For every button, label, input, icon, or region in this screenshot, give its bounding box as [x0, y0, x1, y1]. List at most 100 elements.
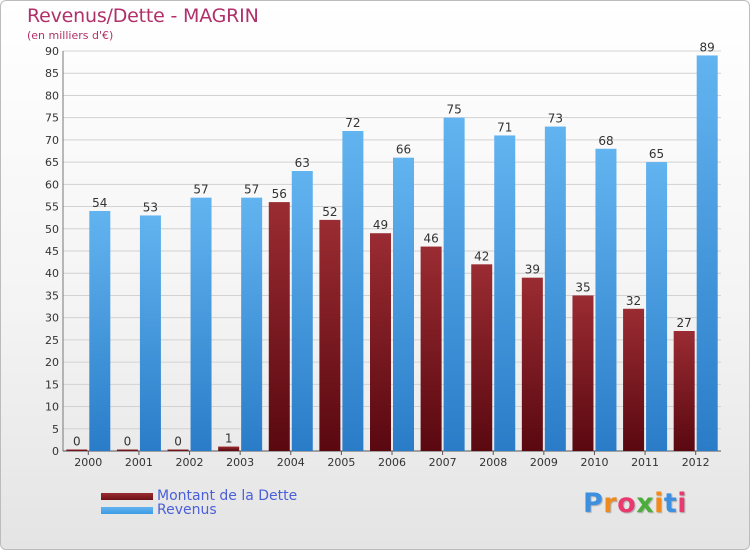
bar-revenus-2002	[190, 197, 212, 451]
bar-dette-2011	[623, 308, 645, 451]
data-label: 89	[700, 40, 715, 54]
logo-letter: i	[677, 488, 688, 519]
data-label: 73	[548, 112, 563, 126]
data-label: 0	[124, 435, 132, 449]
data-label: 0	[174, 435, 182, 449]
bar-revenus-2004	[291, 171, 313, 451]
bar-revenus-2008	[494, 135, 516, 451]
bar-dette-2008	[471, 264, 493, 451]
y-tick-label: 55	[45, 201, 59, 214]
x-tick-label: 2006	[378, 456, 406, 469]
data-label: 68	[598, 134, 613, 148]
data-label: 0	[73, 435, 81, 449]
bar-dette-2004	[268, 202, 290, 451]
y-tick-label: 90	[45, 45, 59, 58]
y-tick-label: 20	[45, 356, 59, 369]
bar-dette-2002	[167, 449, 189, 451]
x-tick-label: 2012	[682, 456, 710, 469]
y-tick-label: 15	[45, 378, 59, 391]
y-tick-label: 70	[45, 134, 59, 147]
data-label: 71	[497, 120, 512, 134]
data-label: 39	[525, 263, 540, 277]
bar-revenus-2006	[393, 157, 414, 451]
x-tick-label: 2007	[429, 456, 457, 469]
x-tick-label: 2001	[125, 456, 153, 469]
logo-letter: x	[636, 488, 655, 519]
data-label: 66	[396, 143, 411, 157]
y-tick-label: 50	[45, 223, 59, 236]
data-label: 57	[244, 183, 259, 197]
x-tick-label: 2004	[277, 456, 305, 469]
data-label: 57	[193, 183, 208, 197]
data-label: 63	[295, 156, 310, 170]
x-tick-label: 2002	[176, 456, 204, 469]
data-label: 1	[225, 432, 233, 446]
bar-revenus-2011	[646, 162, 668, 451]
x-tick-label: 2008	[479, 456, 507, 469]
y-tick-label: 35	[45, 289, 59, 302]
bar-dette-2006	[370, 233, 391, 451]
y-tick-label: 65	[45, 156, 59, 169]
bar-dette-2001	[116, 449, 138, 451]
y-tick-label: 80	[45, 89, 59, 102]
y-tick-label: 25	[45, 334, 59, 347]
data-label: 75	[446, 103, 461, 117]
proxiti-logo: Proxiti	[583, 488, 687, 519]
data-label: 53	[143, 200, 158, 214]
y-tick-label: 10	[45, 401, 59, 414]
bar-dette-2000	[66, 449, 88, 451]
x-tick-label: 2003	[226, 456, 254, 469]
bar-dette-2007	[420, 246, 442, 451]
y-tick-label: 85	[45, 67, 59, 80]
data-label: 65	[649, 147, 664, 161]
x-tick-label: 2010	[580, 456, 608, 469]
y-tick-label: 45	[45, 245, 59, 258]
y-tick-label: 0	[52, 445, 59, 458]
legend-swatch-revenus	[101, 506, 153, 514]
bar-dette-2003	[218, 446, 240, 451]
logo-letter: t	[663, 488, 678, 519]
x-tick-label: 2009	[530, 456, 558, 469]
data-label: 32	[626, 294, 641, 308]
chart-subtitle: (en milliers d'€)	[27, 29, 114, 42]
data-label: 56	[272, 187, 287, 201]
bar-dette-2005	[319, 219, 341, 451]
bar-revenus-2003	[241, 197, 263, 451]
bar-revenus-2010	[595, 148, 617, 451]
logo-letter: r	[603, 488, 618, 519]
legend-label-dette: Montant de la Dette	[157, 488, 298, 504]
data-label: 46	[423, 232, 438, 246]
data-label: 49	[373, 218, 388, 232]
bar-dette-2012	[673, 331, 695, 451]
data-label: 42	[474, 249, 489, 263]
data-label: 52	[322, 205, 337, 219]
legend-item-dette: Montant de la Dette	[101, 488, 298, 504]
x-tick-label: 2005	[327, 456, 355, 469]
x-tick-label: 2011	[631, 456, 659, 469]
bar-revenus-2007	[443, 117, 465, 452]
data-label: 27	[677, 316, 692, 330]
data-label: 35	[575, 280, 590, 294]
bar-dette-2010	[572, 295, 594, 451]
bar-revenus-2001	[139, 215, 161, 451]
bar-revenus-2012	[696, 55, 718, 451]
data-label: 72	[345, 116, 360, 130]
y-tick-label: 5	[52, 423, 59, 436]
y-tick-label: 60	[45, 178, 59, 191]
bar-revenus-2005	[342, 131, 364, 451]
y-tick-label: 40	[45, 267, 59, 280]
x-tick-label: 2000	[74, 456, 102, 469]
legend-item-revenus: Revenus	[101, 502, 217, 518]
bar-revenus-2009	[544, 126, 566, 452]
bar-dette-2009	[521, 277, 543, 451]
logo-letter: o	[617, 488, 637, 519]
legend-swatch-dette	[101, 492, 153, 500]
data-label: 54	[92, 196, 107, 210]
logo-letter: i	[654, 488, 664, 519]
legend-label-revenus: Revenus	[157, 502, 217, 518]
bar-revenus-2000	[89, 211, 111, 451]
y-tick-label: 30	[45, 312, 59, 325]
logo-letter: P	[583, 488, 604, 519]
